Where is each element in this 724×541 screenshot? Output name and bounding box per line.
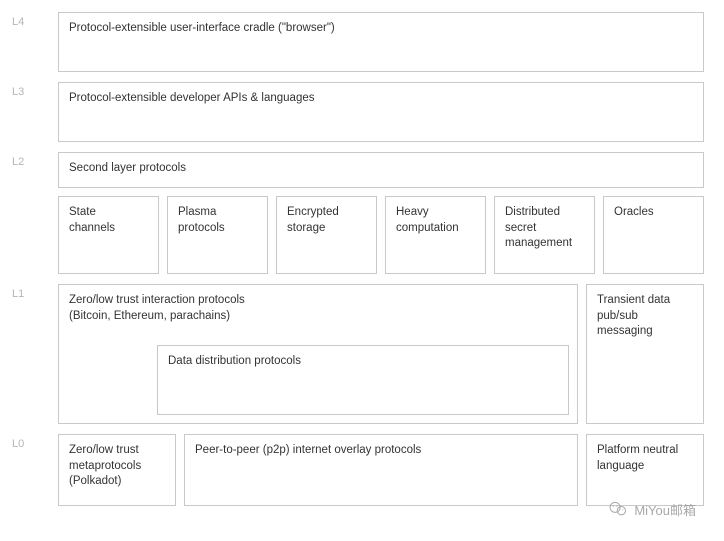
l2-item-line: Plasma <box>178 206 216 218</box>
l1-left-line: (Bitcoin, Ethereum, parachains) <box>69 309 567 325</box>
box-l0-left: Zero/low trust metaprotocols (Polkadot) <box>58 434 176 506</box>
layer-label-l1: L1 <box>0 284 58 424</box>
layer-label-l4: L4 <box>0 12 58 72</box>
box-l2-header: Second layer protocols <box>58 152 704 188</box>
l2-item-line: secret <box>505 221 584 237</box>
box-l1-left: Zero/low trust interaction protocols (Bi… <box>58 284 578 424</box>
l2-item-line: Heavy <box>396 206 429 218</box>
l2-item-line: computation <box>396 221 475 237</box>
layer-content-l4: Protocol-extensible user-interface cradl… <box>58 12 704 72</box>
l0-left-line: Zero/low trust <box>69 444 139 456</box>
l2-items: State channels Plasma protocols Encrypte… <box>58 196 704 274</box>
box-l2-heavy-computation: Heavy computation <box>385 196 486 274</box>
layer-content-l0: Zero/low trust metaprotocols (Polkadot) … <box>58 434 704 506</box>
l2-item-line: State <box>69 206 96 218</box>
layer-content-l1: Zero/low trust interaction protocols (Bi… <box>58 284 704 424</box>
box-l0-right: Platform neutral language <box>586 434 704 506</box>
l0-right-line: Platform neutral <box>597 444 678 456</box>
l1-left-line: Zero/low trust interaction protocols <box>69 294 245 306</box>
box-l2-encrypted-storage: Encrypted storage <box>276 196 377 274</box>
l2-item-line: Distributed <box>505 206 560 218</box>
box-l2-plasma: Plasma protocols <box>167 196 268 274</box>
l0-right-line: language <box>597 459 693 475</box>
box-l1-right: Transient data pub/sub messaging <box>586 284 704 424</box>
layer-label-l3: L3 <box>0 82 58 142</box>
l2-item-line: channels <box>69 221 148 237</box>
box-l4: Protocol-extensible user-interface cradl… <box>58 12 704 72</box>
l0-left-line: metaprotocols <box>69 459 165 475</box>
l2-item-line: storage <box>287 221 366 237</box>
layer-diagram: L4 Protocol-extensible user-interface cr… <box>0 0 724 518</box>
layer-content-l3: Protocol-extensible developer APIs & lan… <box>58 82 704 142</box>
l2-item-line: Oracles <box>614 206 654 218</box>
box-l2-oracles: Oracles <box>603 196 704 274</box>
box-l2-distributed-secret: Distributed secret management <box>494 196 595 274</box>
layer-label-l2: L2 <box>0 152 58 274</box>
box-l2-state-channels: State channels <box>58 196 159 274</box>
l2-item-line: protocols <box>178 221 257 237</box>
l1-right-line: messaging <box>597 324 693 340</box>
l2-item-line: management <box>505 236 584 252</box>
layer-label-l0: L0 <box>0 434 58 506</box>
box-l3: Protocol-extensible developer APIs & lan… <box>58 82 704 142</box>
l2-item-line: Encrypted <box>287 206 339 218</box>
layer-content-l2: Second layer protocols State channels Pl… <box>58 152 704 274</box>
box-l0-center: Peer-to-peer (p2p) internet overlay prot… <box>184 434 578 506</box>
l0-left-line: (Polkadot) <box>69 474 165 490</box>
box-l1-sub: Data distribution protocols <box>157 345 569 415</box>
l1-right-line: Transient data pub/sub <box>597 294 670 322</box>
